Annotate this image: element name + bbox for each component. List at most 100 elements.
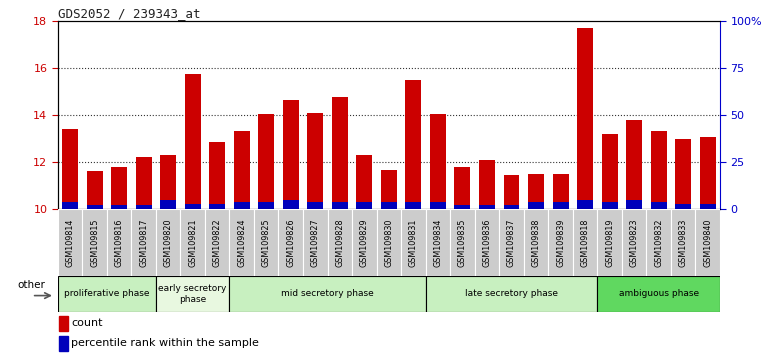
Text: GSM109829: GSM109829 [360,218,369,267]
Text: GSM109825: GSM109825 [262,218,271,267]
Bar [548,209,573,276]
Bar [258,114,274,209]
Bar [381,170,397,209]
Bar [598,276,720,312]
Bar [528,202,544,209]
Bar [700,204,715,209]
Text: GSM109819: GSM109819 [605,218,614,267]
Text: GSM109822: GSM109822 [213,218,222,267]
Text: other: other [18,280,45,290]
Bar [107,209,132,276]
Bar [156,209,180,276]
Text: GSM109827: GSM109827 [311,218,320,267]
Bar [479,160,495,209]
Bar [430,202,446,209]
Bar [626,120,642,209]
Bar [524,209,548,276]
Bar [58,276,156,312]
Text: GSM109840: GSM109840 [703,218,712,267]
Bar [327,209,352,276]
Bar [405,80,421,209]
Bar [601,134,618,209]
Bar [601,202,618,209]
Bar [553,174,568,209]
Bar [209,204,225,209]
Text: GSM109837: GSM109837 [507,218,516,267]
Bar [283,200,299,209]
Bar [111,205,127,209]
Bar [59,316,68,331]
Text: count: count [71,318,102,329]
Text: GSM109824: GSM109824 [237,218,246,267]
Bar [479,205,495,209]
Bar [426,209,450,276]
Bar [185,204,201,209]
Text: GSM109834: GSM109834 [434,218,443,267]
Bar [86,205,102,209]
Bar [62,202,78,209]
Bar [401,209,426,276]
Bar [229,276,426,312]
Bar [111,167,127,209]
Bar [136,157,152,209]
Bar [651,131,667,209]
Text: GSM109818: GSM109818 [581,218,590,267]
Text: late secretory phase: late secretory phase [465,289,558,298]
Bar [82,209,107,276]
Text: GSM109833: GSM109833 [678,218,688,267]
Bar [357,202,373,209]
Bar [377,209,401,276]
Bar [59,336,68,350]
Bar [209,142,225,209]
Bar [430,114,446,209]
Bar [156,276,229,312]
Bar [553,202,568,209]
Text: GDS2052 / 239343_at: GDS2052 / 239343_at [58,7,200,20]
Bar [454,205,470,209]
Bar [357,155,373,209]
Bar [675,204,691,209]
Text: proliferative phase: proliferative phase [64,289,149,298]
Text: GSM109835: GSM109835 [458,218,467,267]
Bar [234,202,249,209]
Text: GSM109826: GSM109826 [286,218,295,267]
Bar [234,131,249,209]
Text: GSM109831: GSM109831 [409,218,418,267]
Text: GSM109838: GSM109838 [531,218,541,267]
Text: GSM109817: GSM109817 [139,218,148,267]
Bar [499,209,524,276]
Bar [332,202,348,209]
Bar [303,209,327,276]
Bar [646,209,671,276]
Text: GSM109839: GSM109839 [556,218,565,267]
Bar [205,209,229,276]
Bar [695,209,720,276]
Text: GSM109814: GSM109814 [65,218,75,267]
Bar [58,209,82,276]
Text: percentile rank within the sample: percentile rank within the sample [71,338,259,348]
Text: GSM109830: GSM109830 [384,218,393,267]
Text: GSM109823: GSM109823 [630,218,638,267]
Bar [474,209,499,276]
Bar [307,113,323,209]
Bar [626,200,642,209]
Bar [136,205,152,209]
Bar [185,74,201,209]
Bar [450,209,474,276]
Text: GSM109828: GSM109828 [335,218,344,267]
Bar [700,137,715,209]
Bar [307,202,323,209]
Bar [229,209,254,276]
Bar [332,97,348,209]
Text: mid secretory phase: mid secretory phase [281,289,374,298]
Text: ambiguous phase: ambiguous phase [618,289,698,298]
Bar [651,202,667,209]
Bar [598,209,622,276]
Bar [132,209,156,276]
Bar [577,28,593,209]
Bar [258,202,274,209]
Text: GSM109820: GSM109820 [163,218,172,267]
Text: GSM109821: GSM109821 [188,218,197,267]
Bar [504,175,520,209]
Bar [622,209,646,276]
